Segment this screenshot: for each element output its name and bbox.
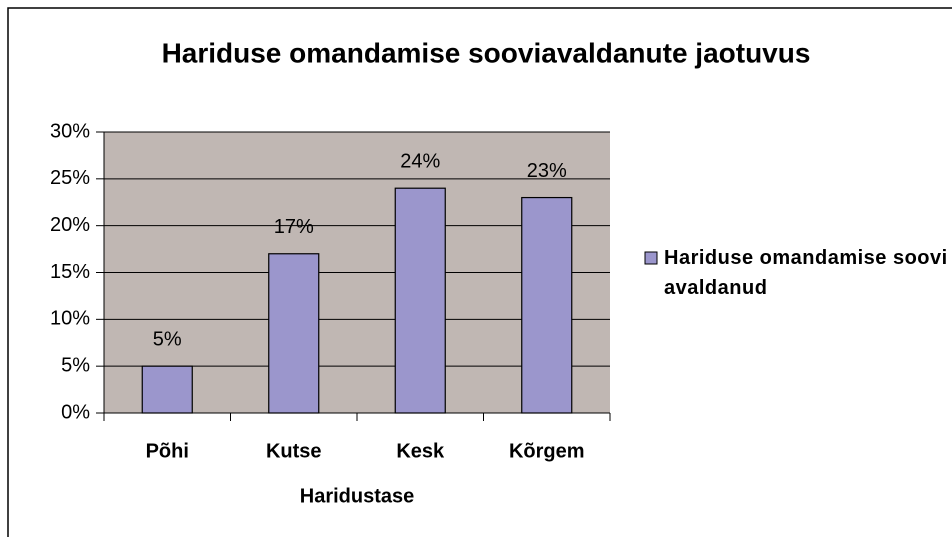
y-tick-label: 0% bbox=[61, 401, 90, 423]
x-axis-title: Haridustase bbox=[300, 485, 415, 507]
legend-swatch bbox=[644, 251, 658, 265]
y-tick-label: 30% bbox=[50, 120, 90, 142]
x-tick-label: Põhi bbox=[146, 440, 189, 462]
x-tick-label: Kutse bbox=[266, 440, 322, 462]
data-label: 5% bbox=[153, 328, 182, 350]
y-tick-label: 5% bbox=[61, 354, 90, 376]
y-tick-label: 10% bbox=[50, 308, 90, 330]
data-label: 17% bbox=[274, 216, 314, 238]
bar bbox=[141, 365, 193, 414]
y-tick-label: 25% bbox=[50, 167, 90, 189]
legend-label: Hariduse omandamise soovi avaldanud bbox=[664, 247, 948, 299]
x-tick-label: Kõrgem bbox=[509, 440, 585, 462]
bar bbox=[268, 253, 320, 414]
chart-title: Hariduse omandamise sooviavaldanute jaot… bbox=[162, 37, 811, 68]
x-tick-label: Kesk bbox=[396, 440, 445, 462]
bar bbox=[394, 187, 446, 414]
data-label: 23% bbox=[527, 160, 567, 182]
data-label: 24% bbox=[400, 150, 440, 172]
y-tick-label: 15% bbox=[50, 261, 90, 283]
y-tick-label: 20% bbox=[50, 214, 90, 236]
bar bbox=[521, 196, 573, 414]
